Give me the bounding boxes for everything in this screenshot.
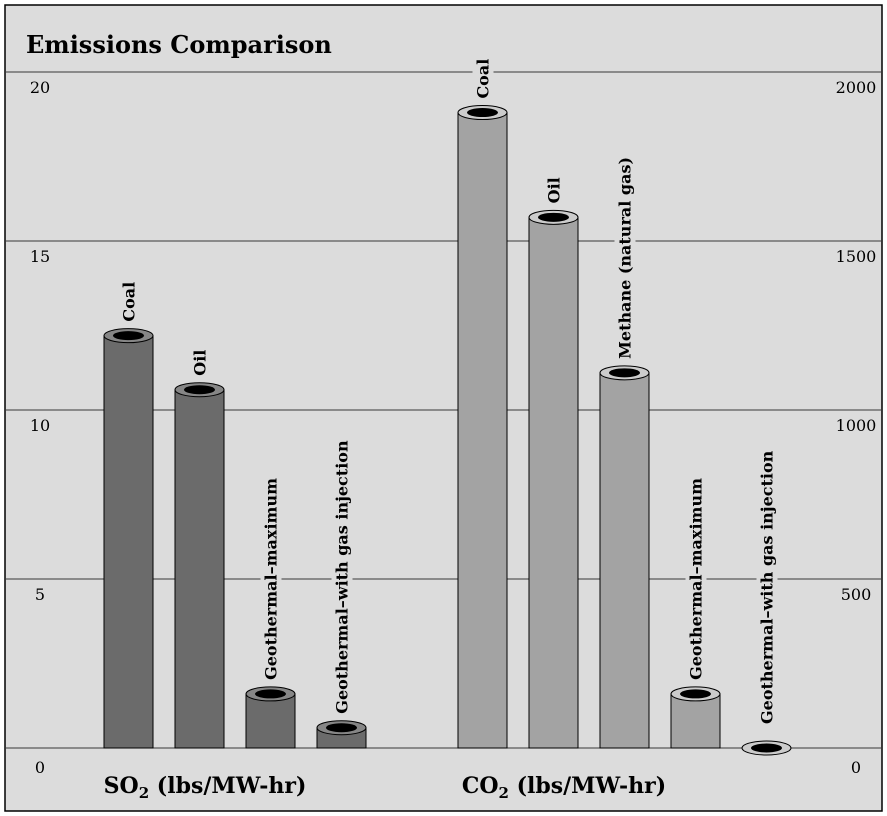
bar-body [670, 693, 721, 749]
bar-body [457, 112, 508, 749]
right-tick-label: 0 [851, 758, 861, 777]
bar-so2-oil: Oil [174, 347, 225, 749]
bar-label: Coal [474, 59, 493, 99]
left-tick-label: 10 [30, 416, 50, 435]
bar-label-background [189, 347, 211, 378]
bar-top-hole [538, 212, 569, 222]
bar-label-background [472, 56, 494, 101]
bar-label-background [685, 475, 707, 682]
left-tick-label: 5 [35, 585, 45, 604]
bar-label: Geothermal–with gas injection [758, 450, 777, 724]
bar-co2-geothermal-maximum: Geothermal–maximum [670, 475, 721, 749]
bar-top-hole [609, 368, 640, 378]
left-tick-label: 0 [35, 758, 45, 777]
bar-top-hole [255, 689, 286, 699]
bar-so2-geothermal-with-gas-injection: Geothermal–with gas injection [316, 438, 367, 749]
bars: Coal Oil Geothermal–maximum Geothermal–with… [103, 56, 792, 756]
bar-body [528, 216, 579, 749]
bar-co2-geothermal-with-gas-injection: Geothermal–with gas injection [741, 448, 792, 756]
bar-label-background [260, 475, 282, 682]
bar-label: Geothermal–maximum [687, 478, 706, 680]
bar-co2-methane-natural-gas: Methane (natural gas) [599, 154, 650, 749]
bar-co2-oil: Oil [528, 175, 579, 749]
bar-top-hole [184, 385, 215, 395]
right-tick-label: 1000 [836, 416, 877, 435]
bar-so2-coal: Coal [103, 279, 154, 749]
bar-top-hole [751, 743, 782, 753]
bar-body [174, 389, 225, 749]
bar-label-background [543, 175, 565, 206]
right-tick-label: 2000 [836, 78, 877, 97]
bar-so2-geothermal-maximum: Geothermal–maximum [245, 475, 296, 749]
bar-label: Geothermal–maximum [262, 478, 281, 680]
bar-label: Coal [120, 282, 139, 322]
bar-body [599, 372, 650, 749]
group-label-co2: CO2 (lbs/MW-hr) [462, 773, 666, 802]
bar-label-background [614, 154, 636, 361]
bar-body [103, 335, 154, 749]
bar-top-hole [113, 331, 144, 341]
group-label-so2: SO2 (lbs/MW-hr) [104, 773, 307, 802]
bar-co2-coal: Coal [457, 56, 508, 749]
right-tick-label: 500 [841, 585, 872, 604]
bar-label-background [756, 448, 778, 726]
right-tick-label: 1500 [836, 247, 877, 266]
bar-label: Oil [545, 177, 564, 203]
left-axis-ticks: 0 5 10 15 20 [30, 78, 50, 777]
bar-body [245, 693, 296, 749]
bar-top-hole [467, 108, 498, 118]
bar-top-hole [326, 723, 357, 733]
left-tick-label: 15 [30, 247, 50, 266]
bar-top-hole [680, 689, 711, 699]
bar-label: Oil [191, 350, 210, 376]
right-axis-ticks: 0 500 1000 1500 2000 [836, 78, 877, 777]
bar-label: Methane (natural gas) [616, 157, 635, 359]
bar-label-background [331, 438, 353, 716]
left-tick-label: 20 [30, 78, 50, 97]
bar-label: Geothermal–with gas injection [333, 440, 352, 714]
group-labels: SO2 (lbs/MW-hr) CO2 (lbs/MW-hr) [104, 773, 667, 802]
bar-label-background [118, 279, 140, 324]
chart-title: Emissions Comparison [26, 30, 332, 59]
